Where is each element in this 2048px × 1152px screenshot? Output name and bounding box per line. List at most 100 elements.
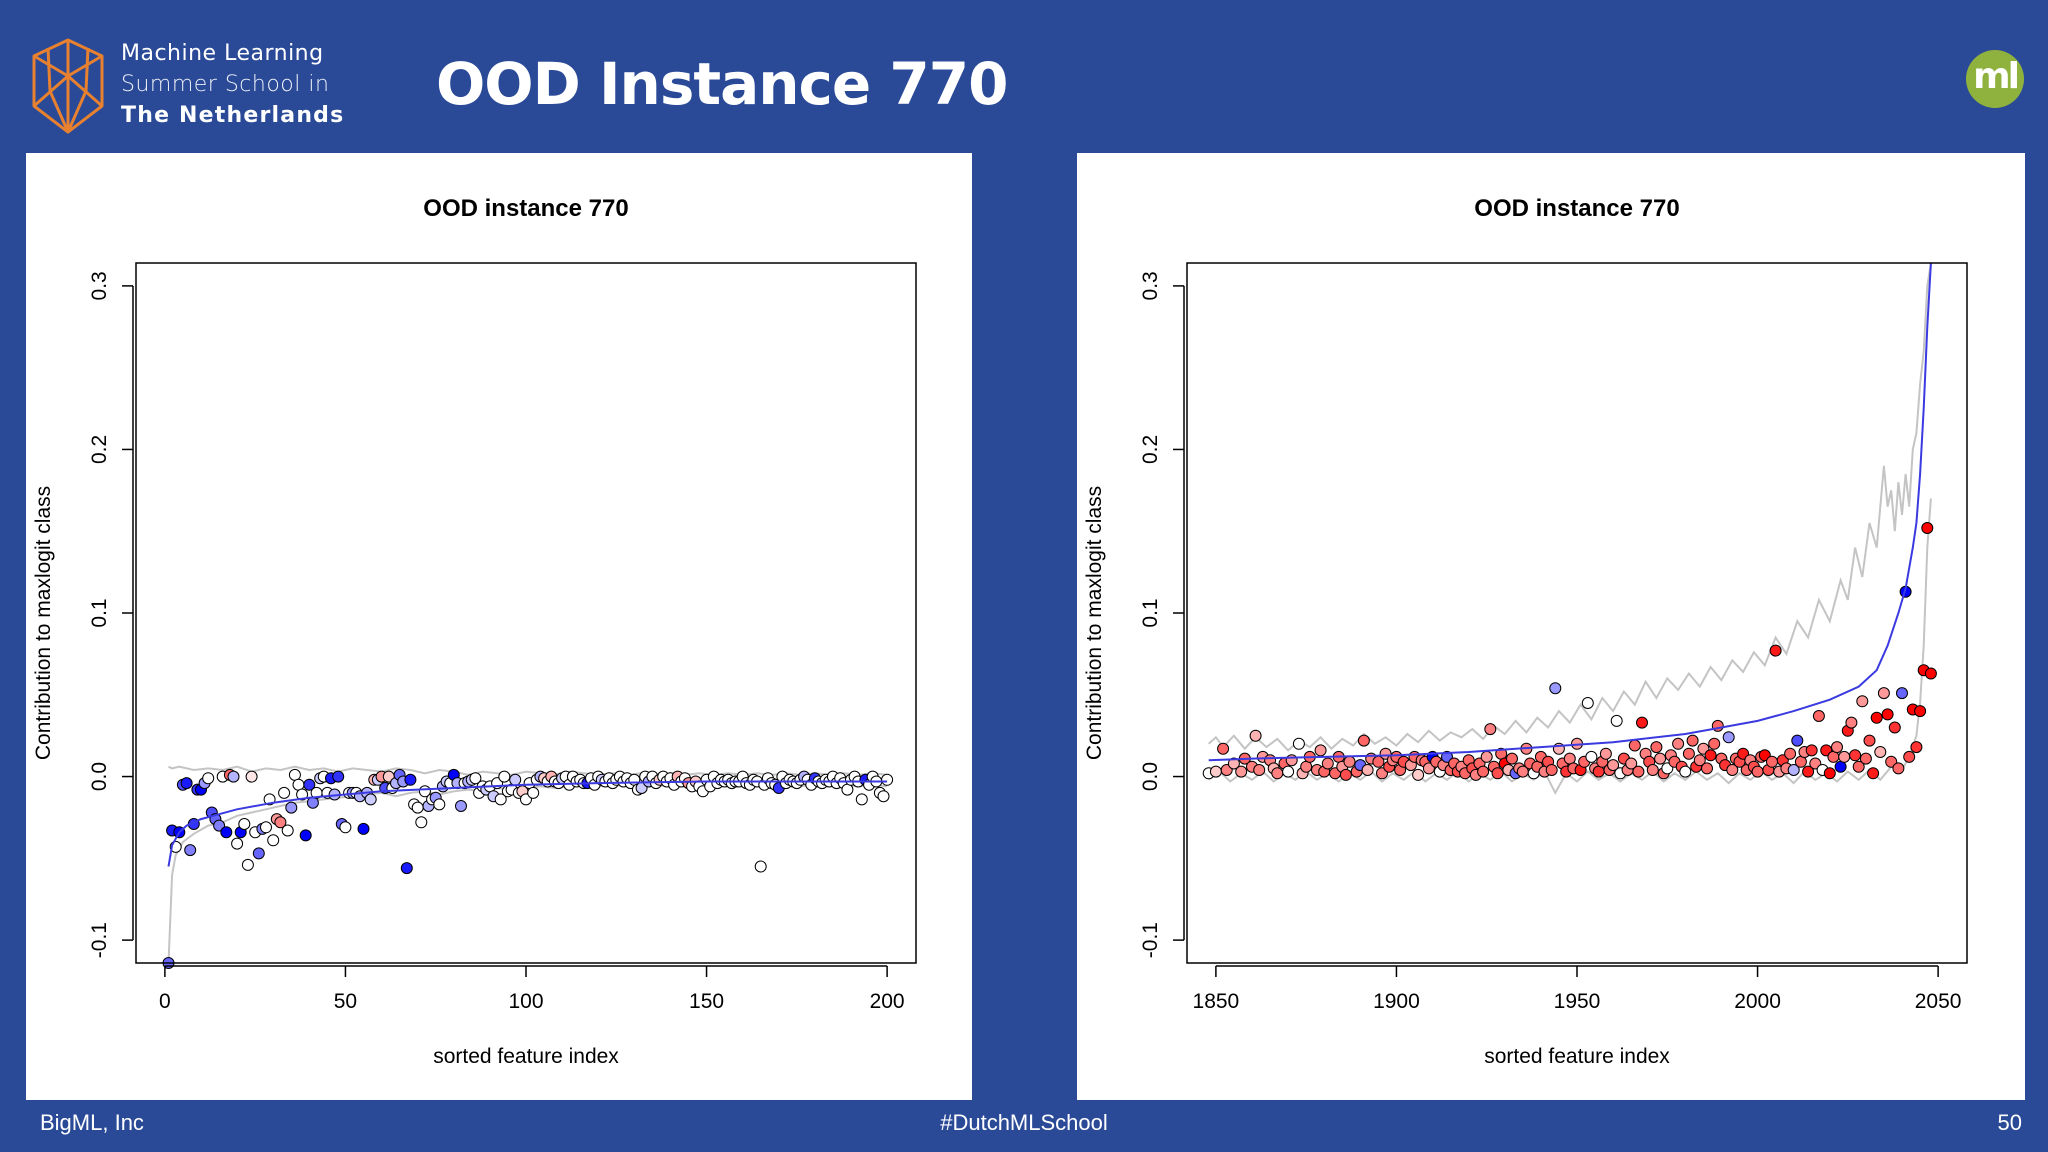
- logo-icon: [32, 38, 104, 134]
- right-chart-point-100: [1610, 714, 1623, 727]
- left-chart-point-39: [303, 778, 316, 791]
- left-chart-title: OOD instance 770: [423, 195, 628, 222]
- left-chart-point-192: [855, 793, 868, 806]
- right-chart-point-13: [1271, 767, 1284, 780]
- left-chart-x-tick-label-2: 100: [508, 990, 543, 1013]
- left-chart-point-22: [241, 858, 254, 871]
- left-chart-point-49: [339, 821, 352, 834]
- left-chart-x-tick-label-4: 200: [870, 990, 905, 1013]
- left-chart-y-tick-label-4: 0.3: [88, 271, 111, 300]
- right-chart-point-186: [1921, 522, 1934, 534]
- right-chart-y-tick-label-2: 0.1: [1139, 598, 1162, 627]
- right-chart-x-tick-label-4: 2050: [1915, 990, 1962, 1013]
- left-chart-point-85: [469, 772, 482, 785]
- right-chart-point-144: [1769, 644, 1782, 657]
- right-chart-point-107: [1636, 716, 1648, 729]
- right-chart-point-28: [1339, 768, 1352, 781]
- right-chart-point-8: [1249, 729, 1262, 742]
- left-chart-y-tick-label-3: 0.2: [88, 435, 111, 464]
- right-chart-point-2: [1217, 742, 1230, 755]
- right-chart-x-tick-label-0: 1850: [1193, 990, 1240, 1013]
- right-chart-point-106: [1632, 765, 1645, 778]
- right-chart-point-169: [1859, 752, 1872, 765]
- right-chart-point-156: [1812, 710, 1825, 722]
- right-chart-point-149: [1787, 764, 1800, 776]
- right-chart-point-9: [1253, 764, 1266, 776]
- right-chart-point-4: [1227, 757, 1240, 770]
- left-chart-point-164: [754, 860, 767, 873]
- right-chart-point-123: [1693, 754, 1706, 767]
- right-chart-point-71: [1506, 752, 1518, 765]
- left-chart-x-tick-label-0: 0: [159, 990, 171, 1013]
- left-chart-point-93: [498, 770, 511, 783]
- footer-hashtag: #DutchMLSchool: [940, 1110, 1108, 1135]
- left-chart-y-axis-label: Contribution to maxlogit class: [32, 486, 55, 760]
- right-chart-point-64: [1480, 750, 1493, 763]
- right-chart-point-45: [1412, 768, 1425, 781]
- left-chart-x-tick-label-1: 50: [334, 990, 357, 1013]
- right-chart-point-92: [1581, 697, 1594, 709]
- right-chart-running-mean-line: [1208, 262, 1932, 762]
- left-chart-y-tick-label-1: 0.0: [88, 762, 111, 791]
- right-chart-y-tick-label-3: 0.2: [1139, 435, 1162, 464]
- right-chart-point-104: [1625, 757, 1638, 770]
- right-chart-point-15: [1282, 765, 1295, 778]
- left-chart-point-67: [404, 773, 417, 786]
- right-chart-point-139: [1751, 765, 1764, 778]
- right-chart-point-17: [1292, 737, 1305, 750]
- left-chart-y-tick-label-0: -0.1: [88, 922, 111, 958]
- left-chart-point-92: [494, 793, 507, 806]
- right-chart-point-177: [1888, 721, 1901, 734]
- right-chart-point-82: [1545, 764, 1558, 776]
- left-chart-point-31: [274, 816, 287, 829]
- right-chart-point-127: [1708, 737, 1721, 750]
- slide-header: Machine Learning Summer School in The Ne…: [0, 0, 2048, 150]
- right-chart-x-tick-label-3: 2000: [1734, 990, 1781, 1013]
- left-chart-point-37: [296, 788, 309, 801]
- right-chart-point-16: [1285, 754, 1298, 767]
- right-chart-point-121: [1686, 734, 1699, 747]
- left-chart-point-33: [281, 824, 294, 837]
- left-chart-point-32: [278, 786, 291, 799]
- right-chart-point-178: [1892, 762, 1905, 775]
- right-chart-point-171: [1867, 767, 1880, 780]
- right-chart-y-tick-label-0: -0.1: [1139, 922, 1162, 958]
- left-chart-point-96: [509, 773, 522, 786]
- right-chart-point-153: [1802, 765, 1815, 778]
- left-chart-point-38: [299, 829, 312, 842]
- chart-panel-right: OOD instance 770 1850 1900 1950 2000 2050 sort…: [1077, 153, 2025, 1100]
- left-chart-point-101: [527, 786, 540, 799]
- right-chart-point-148: [1784, 747, 1797, 760]
- right-chart-point-105: [1628, 739, 1641, 752]
- left-chart-point-70: [415, 816, 428, 829]
- right-chart-point-110: [1646, 764, 1659, 776]
- logo-line-3: The Netherlands: [121, 103, 345, 128]
- right-chart-point-63: [1477, 765, 1490, 778]
- left-chart-band-lower: [167, 783, 888, 964]
- left-chart-y-tick-label-2: 0.1: [88, 598, 111, 627]
- right-chart-point-32: [1357, 734, 1370, 747]
- left-chart-point-21: [238, 818, 251, 830]
- right-chart-point-161: [1831, 741, 1843, 754]
- left-chart-point-25: [252, 847, 265, 860]
- right-chart-point-1: [1209, 765, 1222, 778]
- right-chart-point-143: [1766, 755, 1778, 768]
- left-chart-running-mean-line: [167, 780, 888, 867]
- right-chart-point-154: [1805, 744, 1818, 757]
- right-chart-point-174: [1877, 687, 1890, 700]
- right-chart-point-170: [1863, 734, 1876, 747]
- right-chart-y-axis-label: Contribution to maxlogit class: [1083, 486, 1106, 760]
- right-chart-point-125: [1701, 762, 1713, 775]
- left-chart-point-34: [285, 801, 298, 814]
- right-chart-point-150: [1791, 734, 1804, 747]
- right-chart-point-67: [1491, 767, 1504, 780]
- chart-left: OOD instance 770 0 50 100 150 200 sorted featu…: [32, 195, 917, 1068]
- right-chart-point-165: [1845, 716, 1858, 729]
- right-chart-x-tick-label-2: 1950: [1554, 990, 1601, 1013]
- right-chart-band-upper: [1208, 262, 1932, 752]
- chart-right: OOD instance 770 1850 1900 1950 2000 2050 sort…: [1083, 195, 1968, 1068]
- right-chart-point-29: [1343, 755, 1356, 768]
- logo-wordmark: Machine Learning Summer School in The Ne…: [121, 38, 344, 131]
- right-chart-point-166: [1849, 749, 1862, 762]
- left-chart-point-5: [180, 777, 193, 790]
